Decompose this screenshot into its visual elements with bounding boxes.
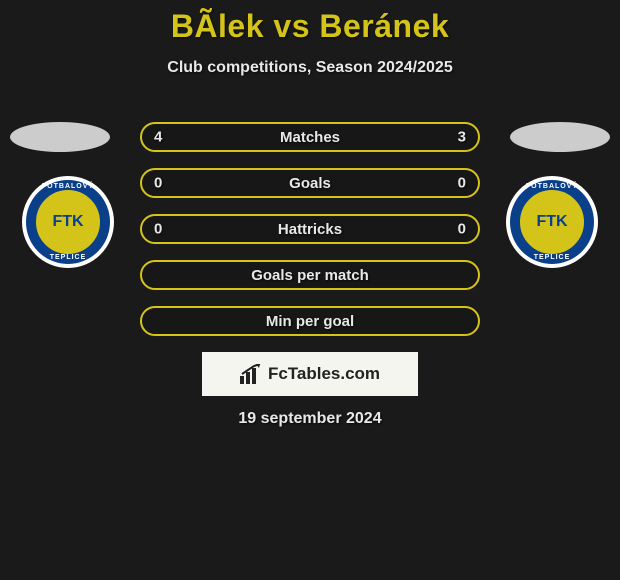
stat-right-value: 0 [458,175,466,192]
club-left-bottom-text: TEPLICE [36,254,100,261]
stat-left-value: 4 [154,129,162,146]
barchart-icon [240,364,262,384]
stat-row: 0 Goals 0 [140,168,480,198]
club-right-top-text: FOTBALOVÝ [520,183,584,190]
stat-label: Goals [289,175,331,192]
club-right-bottom-text: TEPLICE [520,254,584,261]
stat-label: Min per goal [266,313,354,330]
brand-text: FcTables.com [268,364,380,384]
club-badge-right: FOTBALOVÝ FTK TEPLICE [506,176,598,268]
stat-label: Goals per match [251,267,369,284]
stat-row: Min per goal [140,306,480,336]
stat-right-value: 3 [458,129,466,146]
stat-label: Hattricks [278,221,342,238]
club-left-inner: FTK [52,213,83,231]
stat-row: 0 Hattricks 0 [140,214,480,244]
comparison-subtitle: Club competitions, Season 2024/2025 [0,59,620,77]
stat-right-value: 0 [458,221,466,238]
stat-left-value: 0 [154,175,162,192]
stat-row: 4 Matches 3 [140,122,480,152]
club-right-inner: FTK [536,213,567,231]
stat-left-value: 0 [154,221,162,238]
stat-rows: 4 Matches 3 0 Goals 0 0 Hattricks 0 Goal… [140,122,480,352]
club-badge-left: FOTBALOVÝ FTK TEPLICE [22,176,114,268]
snapshot-date: 19 september 2024 [0,410,620,428]
club-left-top-text: FOTBALOVÝ [36,183,100,190]
comparison-title: BÃ­lek vs Beránek [0,0,620,45]
brand-box[interactable]: FcTables.com [202,352,418,396]
player-oval-right [510,122,610,152]
stat-row: Goals per match [140,260,480,290]
stat-label: Matches [280,129,340,146]
player-oval-left [10,122,110,152]
